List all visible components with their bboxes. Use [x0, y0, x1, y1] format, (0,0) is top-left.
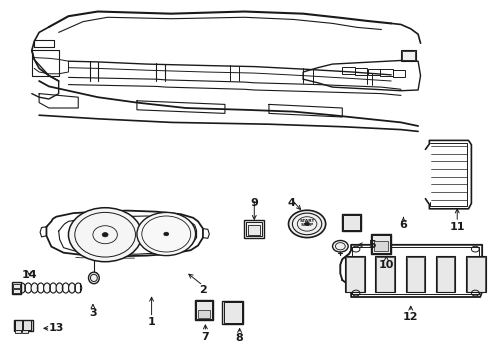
Bar — [15, 330, 21, 333]
Bar — [23, 320, 31, 330]
Bar — [401, 51, 414, 60]
Ellipse shape — [56, 283, 63, 293]
Bar — [465, 256, 485, 292]
Circle shape — [163, 232, 168, 236]
Ellipse shape — [88, 272, 99, 284]
Bar — [342, 67, 354, 74]
Text: 13: 13 — [48, 323, 64, 333]
Ellipse shape — [68, 283, 75, 293]
Text: 14: 14 — [21, 270, 37, 280]
Bar — [380, 69, 392, 76]
Bar — [405, 256, 424, 292]
Bar — [370, 234, 390, 254]
Circle shape — [332, 240, 347, 252]
Bar — [373, 241, 387, 251]
Bar — [406, 257, 423, 292]
Bar — [376, 257, 393, 292]
Bar — [392, 70, 405, 77]
Bar — [342, 214, 360, 231]
Text: 6: 6 — [399, 220, 407, 230]
Bar — [22, 330, 28, 333]
Bar — [354, 68, 366, 75]
Ellipse shape — [43, 283, 50, 293]
Bar — [14, 320, 33, 331]
Circle shape — [304, 222, 309, 226]
Text: 3: 3 — [89, 308, 97, 318]
Bar — [224, 302, 241, 323]
Bar — [343, 215, 359, 230]
Ellipse shape — [31, 283, 38, 293]
Text: 9: 9 — [250, 198, 258, 208]
Bar — [435, 256, 454, 292]
Text: 12: 12 — [402, 312, 418, 322]
Ellipse shape — [19, 283, 25, 293]
Bar — [197, 310, 210, 318]
Bar — [246, 222, 262, 236]
Bar — [466, 257, 484, 292]
Text: 8: 8 — [235, 333, 243, 343]
Bar — [196, 301, 211, 319]
Bar — [15, 320, 22, 330]
Text: 4: 4 — [286, 198, 294, 208]
Text: 10: 10 — [378, 260, 393, 270]
Text: 5: 5 — [367, 240, 375, 250]
Bar — [371, 235, 389, 253]
Bar — [13, 289, 20, 293]
Text: 7: 7 — [201, 332, 209, 342]
Bar — [244, 220, 264, 238]
Bar — [436, 257, 453, 292]
Bar — [400, 50, 415, 61]
Text: 2: 2 — [199, 285, 206, 295]
Bar — [346, 257, 363, 292]
Bar — [13, 284, 20, 288]
Bar — [12, 282, 21, 294]
Bar — [248, 225, 260, 235]
Bar — [194, 300, 213, 320]
Bar — [367, 69, 379, 75]
Circle shape — [102, 233, 108, 237]
Circle shape — [137, 212, 195, 256]
Bar — [222, 301, 243, 324]
Text: START
STOP: START STOP — [299, 219, 314, 228]
Text: 11: 11 — [448, 222, 464, 232]
Bar — [345, 256, 364, 292]
Bar — [375, 256, 394, 292]
Circle shape — [288, 210, 325, 238]
Circle shape — [68, 208, 142, 262]
Text: 1: 1 — [147, 317, 155, 327]
